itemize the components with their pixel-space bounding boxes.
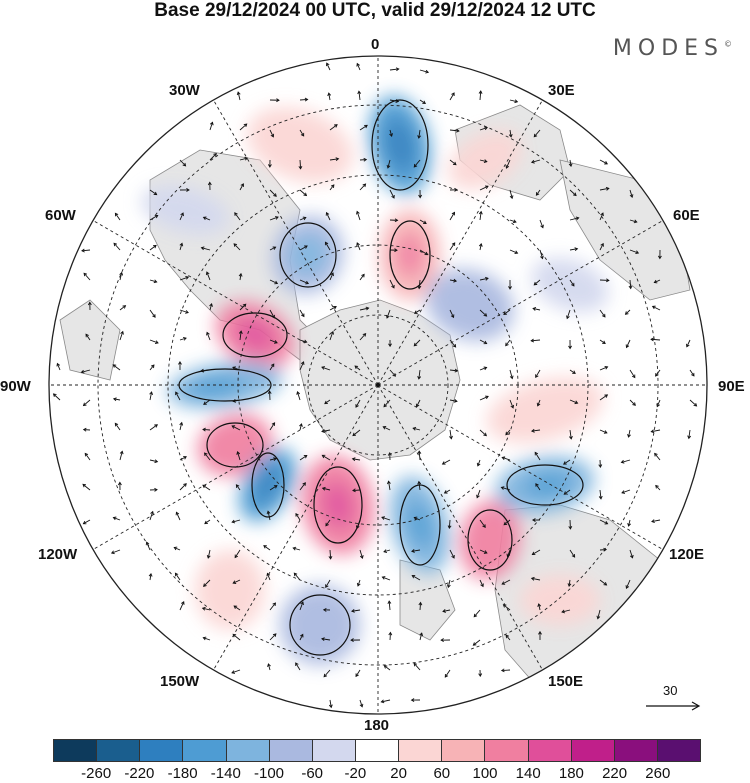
colorbar: [53, 739, 701, 762]
meridian-label-150w: 150W: [160, 673, 200, 690]
colorbar-tick-label: 100: [472, 765, 498, 782]
colorbar-tick-label: -60: [301, 765, 324, 782]
colorbar-bin: [269, 740, 313, 761]
colorbar-tick-label: -140: [210, 765, 241, 782]
colorbar-bin: [355, 740, 400, 761]
meridian-label-120e: 120E: [669, 546, 705, 563]
map-boundary: [48, 55, 708, 715]
colorbar-bin: [54, 740, 98, 761]
meridian-label-60e: 60E: [673, 207, 700, 224]
colorbar-bin: [97, 740, 141, 761]
colorbar-tick-label: -220: [124, 765, 155, 782]
brand-mark: ©: [724, 39, 732, 49]
colorbar-tick-label: -100: [253, 765, 285, 782]
meridian-label-90w: 90W: [0, 378, 31, 395]
colorbar-tick-label: 20: [390, 765, 407, 782]
meridian-label-180: 180: [364, 717, 390, 734]
colorbar-bin: [226, 740, 270, 761]
colorbar-bin: [657, 740, 701, 761]
colorbar-tick-label: 60: [433, 765, 451, 782]
colorbar-bin: [442, 740, 486, 761]
meridian-label-30e: 30E: [548, 82, 575, 99]
meridian-label-120w: 120W: [38, 546, 78, 563]
colorbar-tick-label: 180: [558, 765, 584, 782]
colorbar-ticks: -260 -220 -180 -140 -100 -60 -20 20 60 100 140 180 2…: [53, 765, 701, 783]
colorbar-bin: [571, 740, 615, 761]
colorbar-tick-label: -180: [167, 765, 198, 782]
polar-stereographic-map: [48, 55, 708, 715]
meridian-label-150e: 150E: [548, 673, 584, 690]
reference-vector-label: 30: [663, 683, 678, 698]
meridian-label-0: 0: [371, 36, 380, 53]
colorbar-bin: [183, 740, 227, 761]
colorbar-bin: [399, 740, 443, 761]
colorbar-tick-label: 260: [645, 765, 671, 782]
colorbar-tick-label: 220: [602, 765, 628, 782]
colorbar-bin: [140, 740, 184, 761]
colorbar-tick-label: -260: [81, 765, 112, 782]
modes-logo: MODES©: [613, 36, 732, 61]
map-title: Base 29/12/2024 00 UTC, valid 29/12/2024…: [154, 0, 596, 21]
meridian-label-30w: 30W: [169, 82, 200, 99]
colorbar-tick-label: -20: [344, 765, 367, 782]
colorbar-bin: [485, 740, 529, 761]
brand-text: MODES: [612, 36, 724, 61]
meridian-label-60w: 60W: [45, 207, 76, 224]
colorbar-bin: [528, 740, 572, 761]
colorbar-bin: [614, 740, 658, 761]
meridian-label-90e: 90E: [718, 378, 745, 395]
colorbar-tick-label: 140: [515, 765, 541, 782]
colorbar-bin: [312, 740, 356, 761]
